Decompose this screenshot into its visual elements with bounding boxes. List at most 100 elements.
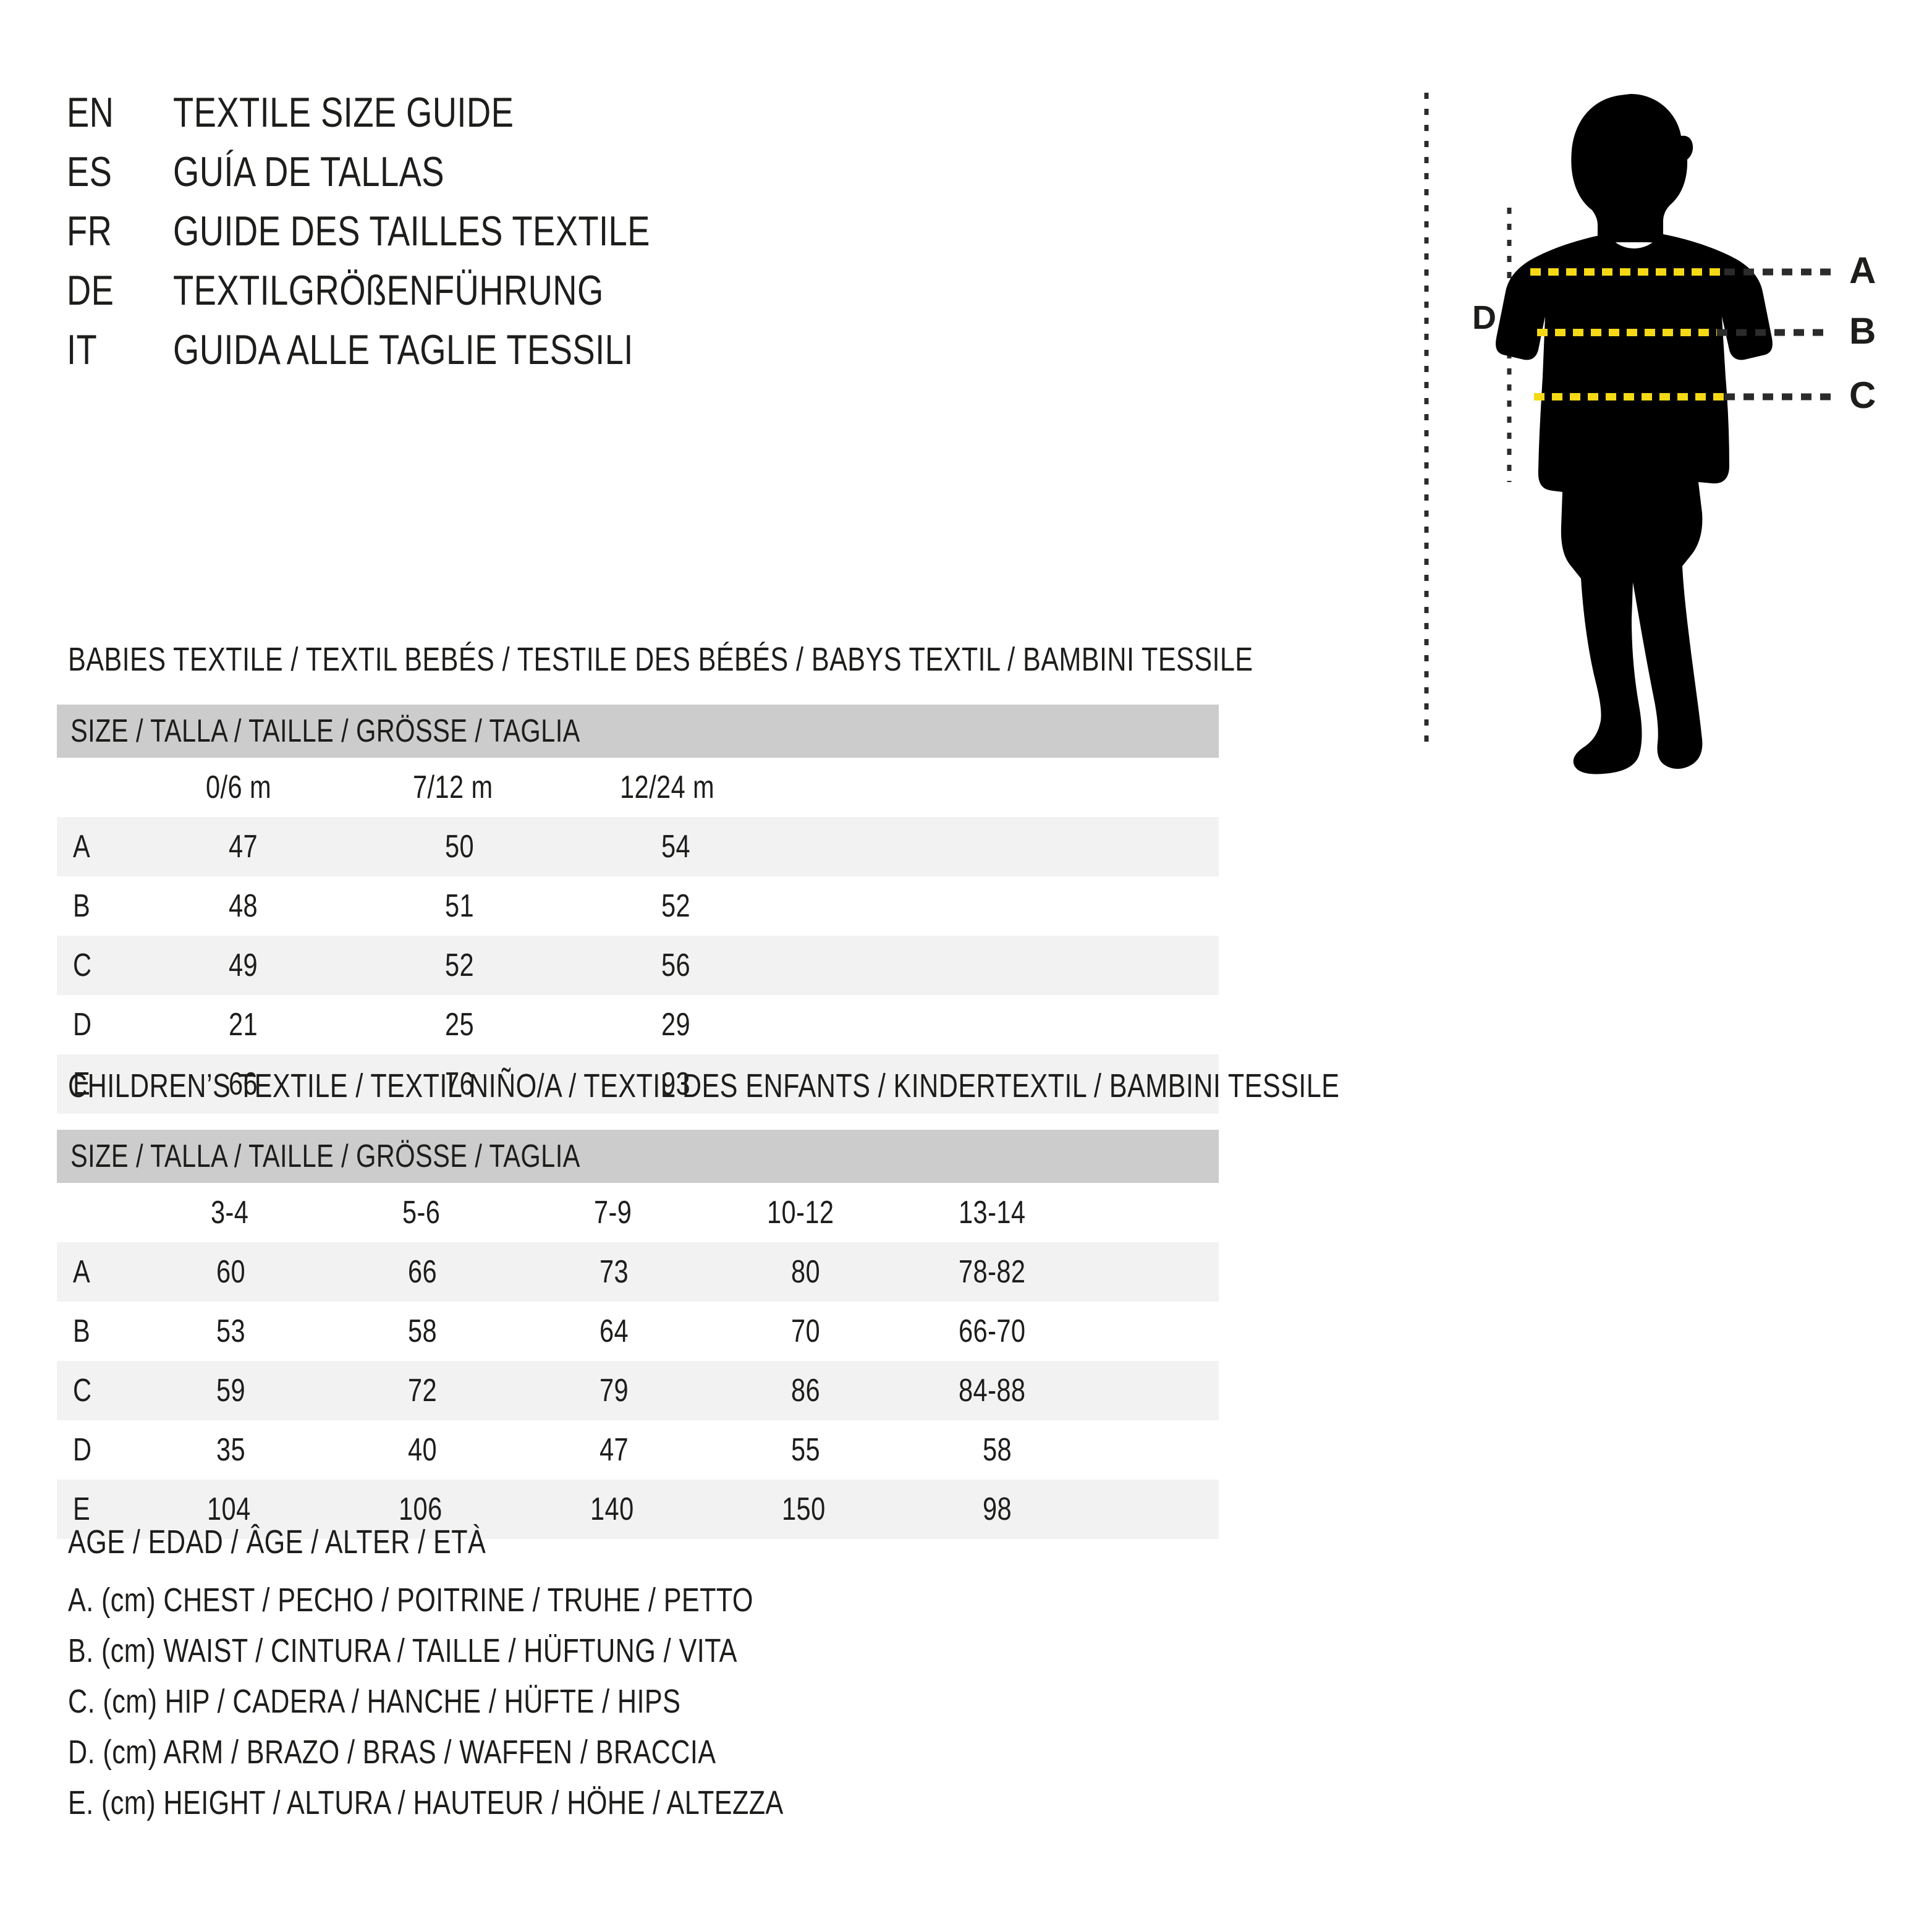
language-title-en: TEXTILE SIZE GUIDE (173, 89, 514, 136)
table-row: A 47 50 54 (57, 817, 1219, 876)
children-column-header-row: 3-4 5-6 7-9 10-12 13-14 (57, 1183, 1219, 1242)
children-col-header-blank (57, 1183, 138, 1242)
table-row: C 49 52 56 (57, 936, 1219, 995)
child-silhouette-icon (1496, 94, 1773, 774)
language-row-es: ES GUÍA DE TALLAS (67, 151, 994, 210)
legend-item-d: D. (cm) ARM / BRAZO / BRAS / WAFFEN / BR… (68, 1734, 716, 1771)
babies-row-label-e: E (57, 1054, 138, 1114)
language-header-block: EN TEXTILE SIZE GUIDE ES GUÍA DE TALLAS … (67, 91, 994, 388)
babies-cell-e-1: 76 (355, 1054, 571, 1114)
children-cell-d-4: 58 (905, 1420, 1096, 1480)
language-title-fr: GUIDE DES TAILLES TEXTILE (173, 208, 650, 255)
babies-cell-c-2: 56 (571, 936, 787, 995)
language-code-en: EN (67, 89, 114, 136)
children-row-label-b: B (57, 1302, 138, 1361)
children-cell-d-0: 35 (138, 1420, 330, 1480)
language-row-de: DE TEXTILGRÖßENFÜHRUNG (67, 269, 994, 329)
table-row: B 53 58 64 70 66-70 (57, 1302, 1219, 1361)
babies-cell-e-2: 93 (571, 1054, 787, 1114)
children-cell-a-2: 73 (522, 1242, 713, 1302)
babies-cell-c-fill (787, 936, 1219, 995)
babies-cell-e-fill (787, 1054, 1219, 1114)
children-cell-a-1: 66 (330, 1242, 522, 1302)
children-size-table: SIZE / TALLA / TAILLE / GRÖSSE / TAGLIA … (57, 1130, 1219, 1539)
children-cell-b-3: 70 (713, 1302, 905, 1361)
children-cell-b-1: 58 (330, 1302, 522, 1361)
children-cell-c-0: 59 (138, 1361, 330, 1420)
language-row-it: IT GUIDA ALLE TAGLIE TESSILI (67, 329, 994, 388)
babies-row-label-b: B (57, 876, 138, 936)
measurement-figure-panel: A B C D E (1415, 87, 1904, 779)
children-cell-e-fill (1096, 1480, 1219, 1539)
measure-label-d: D (1472, 299, 1496, 336)
children-band-label: SIZE / TALLA / TAILLE / GRÖSSE / TAGLIA (57, 1130, 1219, 1183)
children-cell-c-fill (1096, 1361, 1219, 1420)
babies-row-label-c: C (57, 936, 138, 995)
babies-cell-b-2: 52 (571, 876, 787, 936)
children-cell-c-1: 72 (330, 1361, 522, 1420)
babies-cell-b-fill (787, 876, 1219, 936)
language-title-de: TEXTILGRÖßENFÜHRUNG (173, 267, 604, 314)
children-col-header-2: 7-9 (522, 1183, 713, 1242)
babies-section-heading: BABIES TEXTILE / TEXTIL BEBÉS / TESTILE … (68, 641, 1253, 678)
children-table-band-row: SIZE / TALLA / TAILLE / GRÖSSE / TAGLIA (57, 1130, 1219, 1183)
children-cell-e-0: 104 (138, 1480, 330, 1539)
babies-cell-d-2: 29 (571, 995, 787, 1054)
children-col-header-1: 5-6 (330, 1183, 522, 1242)
legend-item-c: C. (cm) HIP / CADERA / HANCHE / HÜFTE / … (68, 1683, 681, 1720)
language-row-en: EN TEXTILE SIZE GUIDE (67, 91, 994, 151)
babies-cell-a-2: 54 (571, 817, 787, 876)
children-cell-d-2: 47 (522, 1420, 713, 1480)
babies-cell-b-1: 51 (355, 876, 571, 936)
language-title-es: GUÍA DE TALLAS (173, 148, 444, 195)
children-cell-e-1: 106 (330, 1480, 522, 1539)
children-cell-c-3: 86 (713, 1361, 905, 1420)
language-row-fr: FR GUIDE DES TAILLES TEXTILE (67, 210, 994, 269)
babies-table-band-row: SIZE / TALLA / TAILLE / GRÖSSE / TAGLIA (57, 705, 1219, 758)
children-cell-d-1: 40 (330, 1420, 522, 1480)
table-row: D 21 25 29 (57, 995, 1219, 1054)
language-code-es: ES (67, 148, 112, 195)
children-cell-d-fill (1096, 1420, 1219, 1480)
babies-cell-a-1: 50 (355, 817, 571, 876)
children-row-label-a: A (57, 1242, 138, 1302)
measure-label-b: B (1849, 310, 1876, 352)
babies-col-header-2: 12/24 m (571, 758, 787, 817)
measure-label-c: C (1849, 375, 1876, 416)
children-cell-e-3: 150 (713, 1480, 905, 1539)
children-col-header-0: 3-4 (138, 1183, 330, 1242)
children-cell-a-3: 80 (713, 1242, 905, 1302)
language-code-it: IT (67, 326, 98, 373)
babies-cell-a-fill (787, 817, 1219, 876)
babies-column-header-row: 0/6 m 7/12 m 12/24 m (57, 758, 1219, 817)
children-cell-a-4: 78-82 (905, 1242, 1096, 1302)
language-code-de: DE (67, 267, 114, 314)
babies-row-label-a: A (57, 817, 138, 876)
legend-item-a: A. (cm) CHEST / PECHO / POITRINE / TRUHE… (68, 1582, 753, 1619)
table-row: A 60 66 73 80 78-82 (57, 1242, 1219, 1302)
children-cell-a-fill (1096, 1242, 1219, 1302)
children-row-label-e: E (57, 1480, 138, 1539)
children-section-heading: CHILDREN’S TEXTILE / TEXTIL NIÑO/A / TEX… (68, 1067, 1340, 1104)
children-row-label-c: C (57, 1361, 138, 1420)
babies-cell-c-0: 49 (138, 936, 355, 995)
babies-col-header-fill (787, 758, 1219, 817)
language-code-fr: FR (67, 208, 112, 255)
legend-item-e: E. (cm) HEIGHT / ALTURA / HAUTEUR / HÖHE… (68, 1784, 784, 1821)
table-row: C 59 72 79 86 84-88 (57, 1361, 1219, 1420)
babies-row-label-d: D (57, 995, 138, 1054)
legend-item-b: B. (cm) WAIST / CINTURA / TAILLE / HÜFTU… (68, 1632, 737, 1669)
measurement-legend: AGE / EDAD / ÂGE / ALTER / ETÀ A. (cm) C… (68, 1525, 962, 1837)
children-cell-c-2: 79 (522, 1361, 713, 1420)
children-cell-e-4: 98 (905, 1480, 1096, 1539)
babies-cell-a-0: 47 (138, 817, 355, 876)
children-cell-c-4: 84-88 (905, 1361, 1096, 1420)
children-col-header-fill (1096, 1183, 1219, 1242)
children-cell-d-3: 55 (713, 1420, 905, 1480)
table-row: E 66 76 93 (57, 1054, 1219, 1114)
babies-band-label: SIZE / TALLA / TAILLE / GRÖSSE / TAGLIA (57, 705, 1219, 758)
babies-cell-c-1: 52 (355, 936, 571, 995)
children-cell-a-0: 60 (138, 1242, 330, 1302)
babies-cell-b-0: 48 (138, 876, 355, 936)
children-row-label-d: D (57, 1420, 138, 1480)
